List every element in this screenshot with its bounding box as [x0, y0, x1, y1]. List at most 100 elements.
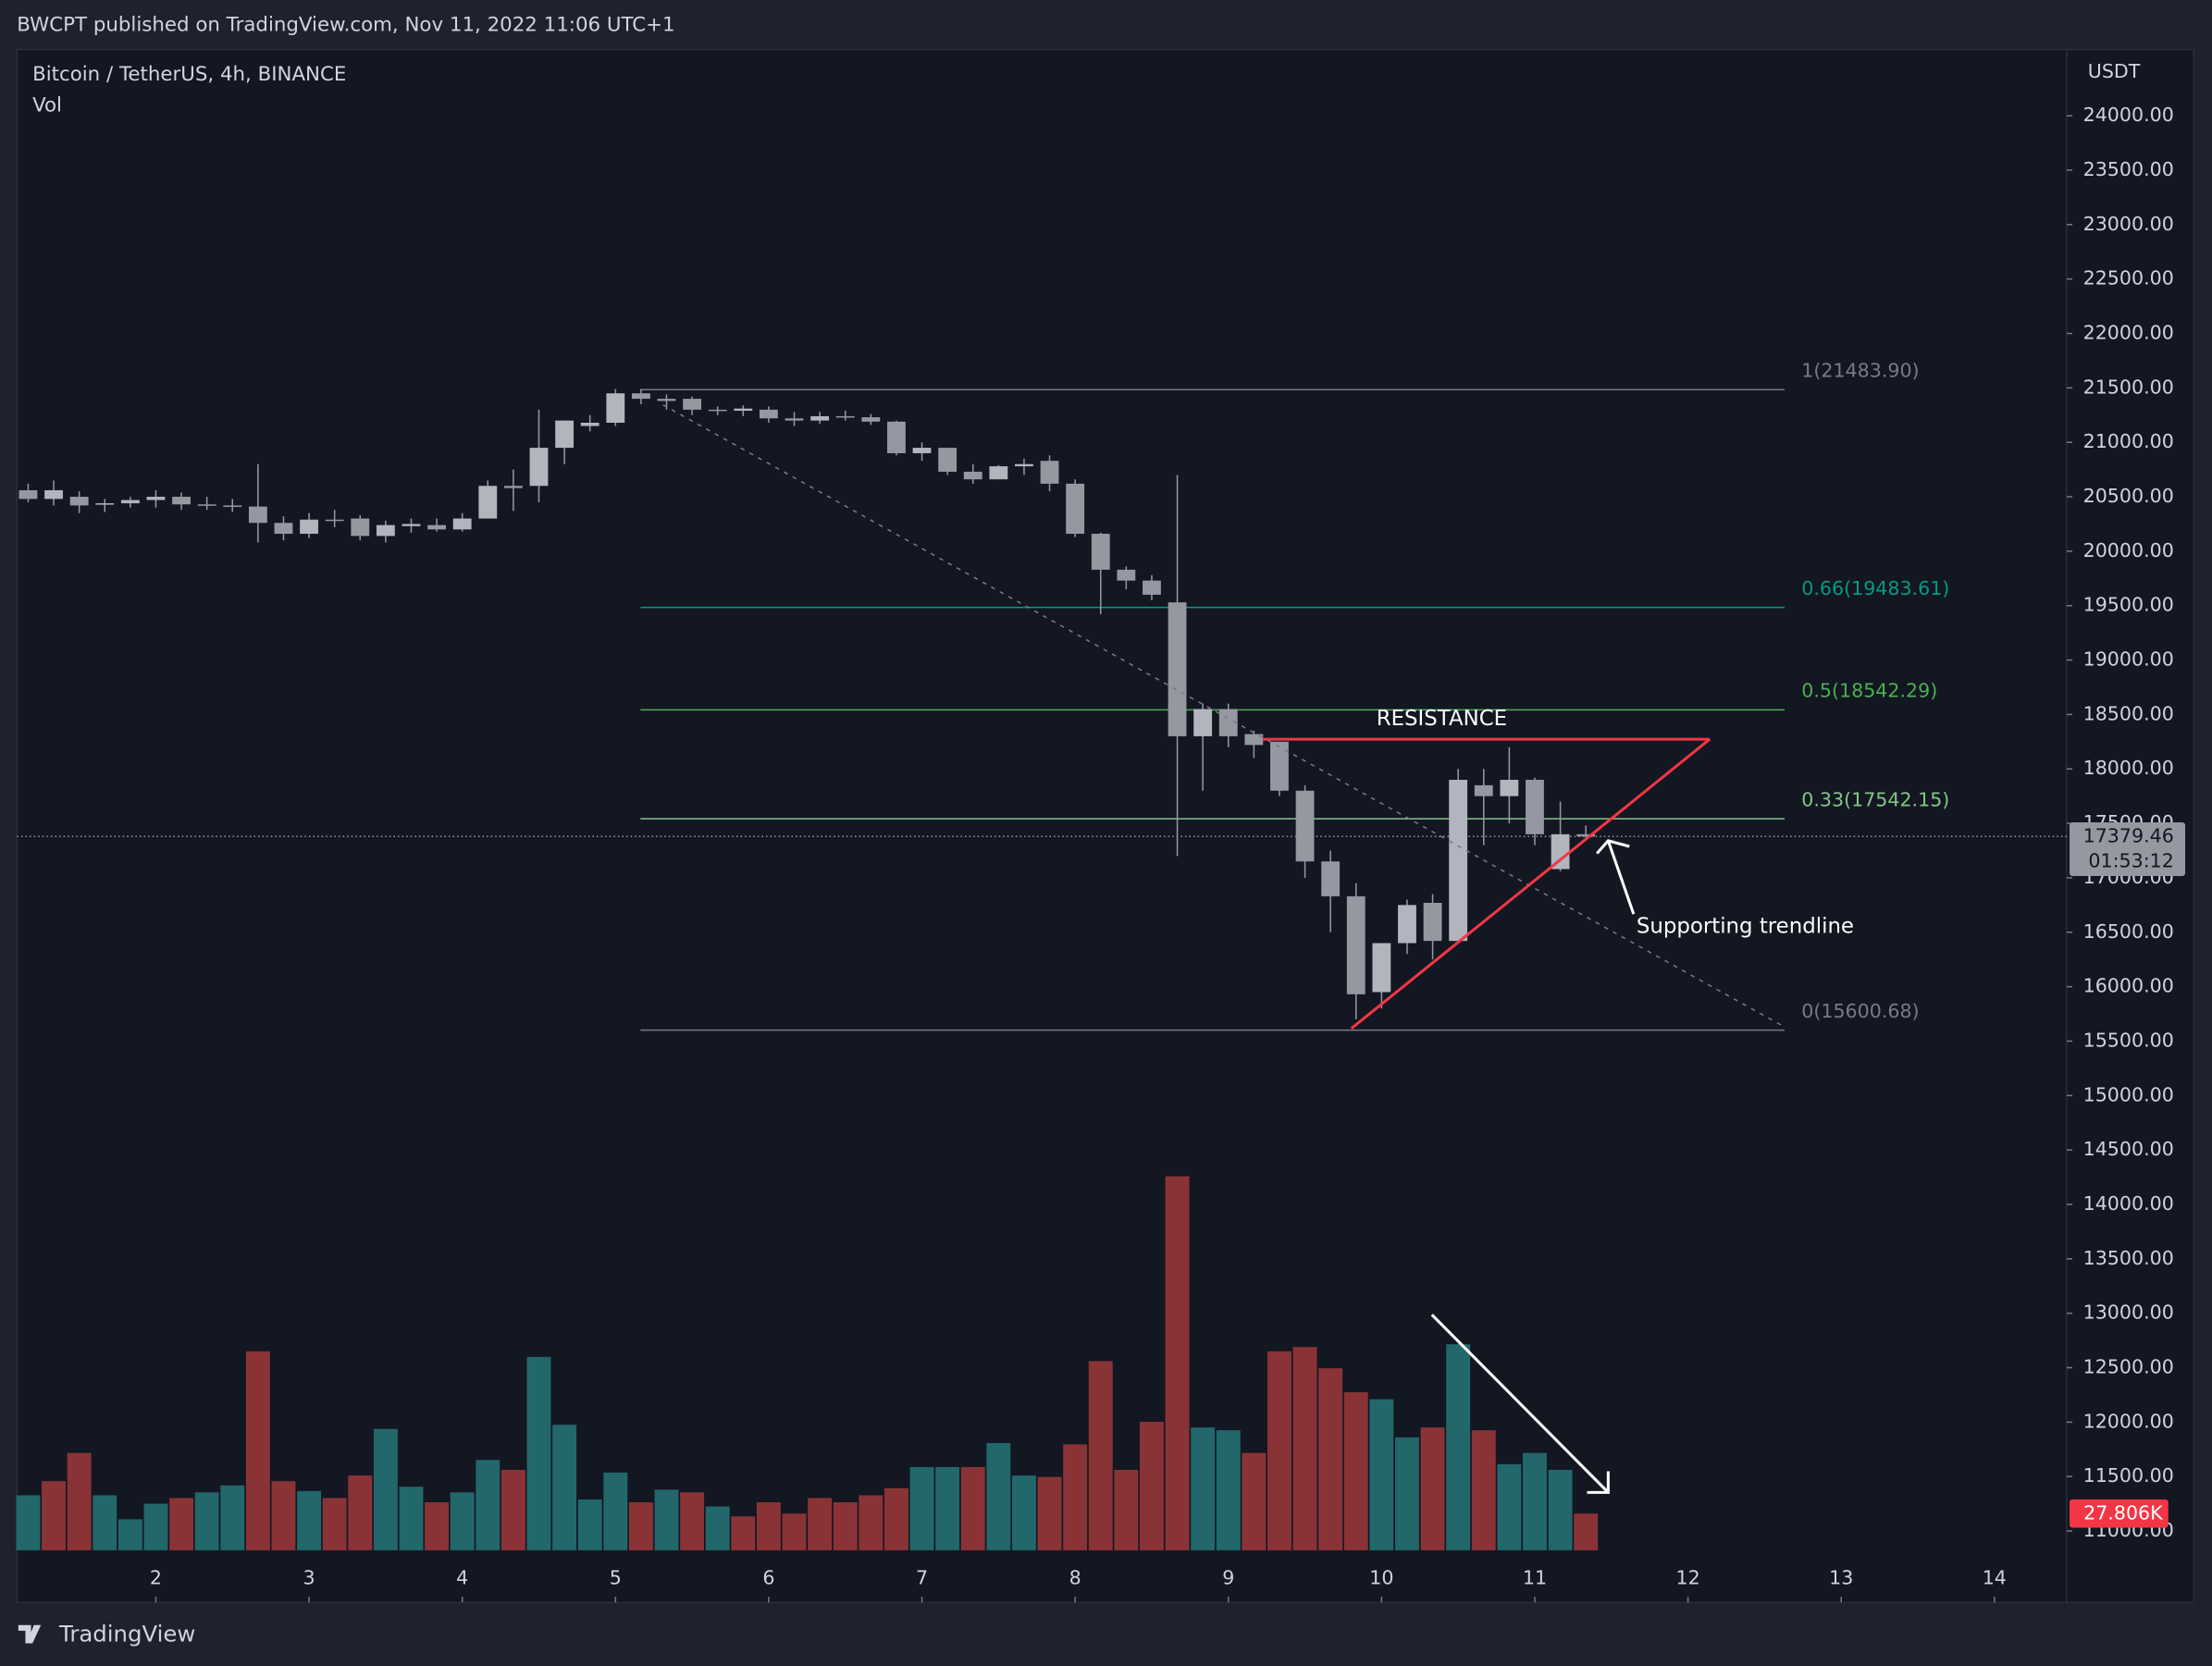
candle-body — [683, 399, 702, 410]
candle-body — [708, 409, 727, 412]
y-tick-label: 15500.00 — [2083, 1029, 2174, 1051]
candle-body — [1449, 780, 1468, 942]
x-tick-label: 14 — [1983, 1566, 2007, 1588]
candle-body — [197, 504, 216, 506]
volume-bar — [476, 1460, 500, 1550]
fib-level-label: 0.33(17542.15) — [1801, 788, 1949, 810]
candle-body — [1091, 534, 1110, 570]
price-tag-countdown: 01:53:12 — [2088, 850, 2173, 872]
volume-bar — [1216, 1430, 1241, 1550]
x-tick-label: 5 — [610, 1566, 622, 1588]
y-tick-label: 21500.00 — [2083, 376, 2174, 398]
volume-bar — [220, 1485, 245, 1550]
y-tick-label: 20000.00 — [2083, 539, 2174, 562]
volume-bar — [425, 1502, 450, 1550]
candle-body — [759, 409, 778, 419]
volume-bar — [960, 1466, 985, 1550]
candle-body — [734, 408, 753, 412]
candle-body — [606, 393, 625, 423]
candle-body — [555, 420, 575, 449]
price-tag-value: 17379.46 — [2083, 824, 2174, 846]
volume-bar — [1343, 1392, 1368, 1550]
volume-bar — [1420, 1427, 1445, 1550]
candle-body — [325, 519, 344, 522]
volume-bar — [577, 1499, 602, 1550]
resistance-label: RESISTANCE — [1377, 707, 1507, 731]
volume-bar — [1292, 1347, 1317, 1550]
y-tick-label: 23500.00 — [2083, 158, 2174, 180]
volume-bar — [1037, 1476, 1062, 1550]
y-tick-label: 12500.00 — [2083, 1356, 2174, 1378]
plot-area — [16, 48, 2194, 1604]
volume-bar — [1471, 1430, 1496, 1550]
y-tick-label: 19500.00 — [2083, 594, 2174, 616]
y-axis-label: USDT — [2088, 60, 2141, 82]
volume-bar — [348, 1475, 373, 1550]
candle-body — [1474, 784, 1493, 796]
volume-bar — [756, 1502, 781, 1550]
volume-bar — [16, 1495, 41, 1550]
candle-body — [1321, 861, 1341, 896]
x-tick-label: 2 — [150, 1566, 162, 1588]
candle-body — [1218, 709, 1238, 736]
volume-bar — [500, 1469, 525, 1550]
candle-body — [1526, 780, 1544, 834]
x-tick-label: 9 — [1222, 1566, 1234, 1588]
volume-bar — [628, 1502, 653, 1550]
volume-bar — [705, 1506, 730, 1550]
y-tick-label: 11500.00 — [2083, 1464, 2174, 1487]
candle-body — [44, 489, 63, 500]
candle-body — [1500, 780, 1519, 796]
x-tick-label: 3 — [303, 1566, 315, 1588]
candle-body — [402, 524, 421, 526]
volume-bar — [143, 1503, 168, 1550]
candle-body — [95, 503, 115, 505]
volume-bar — [1063, 1444, 1088, 1550]
support-trendline — [1350, 737, 1712, 1030]
candle-body — [1346, 895, 1366, 994]
y-tick-label: 18000.00 — [2083, 757, 2174, 779]
y-tick-label: 16500.00 — [2083, 920, 2174, 943]
volume-bar — [731, 1516, 756, 1550]
volume-bar — [1114, 1469, 1139, 1550]
candle-body — [631, 393, 650, 400]
volume-tag-label: 27.806K — [2083, 1501, 2163, 1524]
y-tick-label: 21000.00 — [2083, 430, 2174, 452]
candle-body — [503, 486, 523, 488]
support-arrow — [1596, 839, 1636, 915]
volume-bar — [909, 1466, 934, 1550]
candle-body — [1398, 905, 1416, 944]
y-tick-label: 15000.00 — [2083, 1083, 2174, 1105]
volume-bar — [42, 1481, 67, 1550]
volume-bar — [117, 1519, 142, 1550]
volume-bar — [1088, 1361, 1113, 1550]
support-label: Supporting trendline — [1637, 914, 1854, 938]
x-tick-label: 10 — [1369, 1566, 1393, 1588]
candle-body — [69, 497, 89, 506]
candle-body — [146, 497, 166, 500]
volume-tag-box — [2069, 1499, 2169, 1528]
volume-bar — [654, 1489, 679, 1550]
y-tick-label: 16000.00 — [2083, 975, 2174, 997]
candle-body — [427, 524, 446, 530]
logo-mark — [18, 1624, 42, 1644]
volume-bar — [93, 1495, 117, 1550]
fib-trend-line — [662, 404, 1786, 1028]
candle-body — [1372, 943, 1391, 993]
volume-bar — [1395, 1437, 1419, 1550]
candle-body — [989, 466, 1008, 480]
indicator-label: Vol — [32, 93, 62, 117]
y-tick-label: 24000.00 — [2083, 104, 2174, 126]
chart-layer: 11000.0011500.0012000.0012500.0013000.00… — [16, 104, 2186, 1603]
candle-body — [300, 519, 318, 535]
candle-body — [835, 415, 855, 418]
candle-body — [1015, 463, 1033, 467]
candle-body — [223, 505, 242, 507]
volume-bar — [373, 1428, 398, 1550]
price-tag-box — [2069, 822, 2186, 876]
x-tick-label: 8 — [1069, 1566, 1081, 1588]
candle-body — [1168, 602, 1187, 736]
fib-level-label: 0(15600.68) — [1801, 1000, 1919, 1022]
